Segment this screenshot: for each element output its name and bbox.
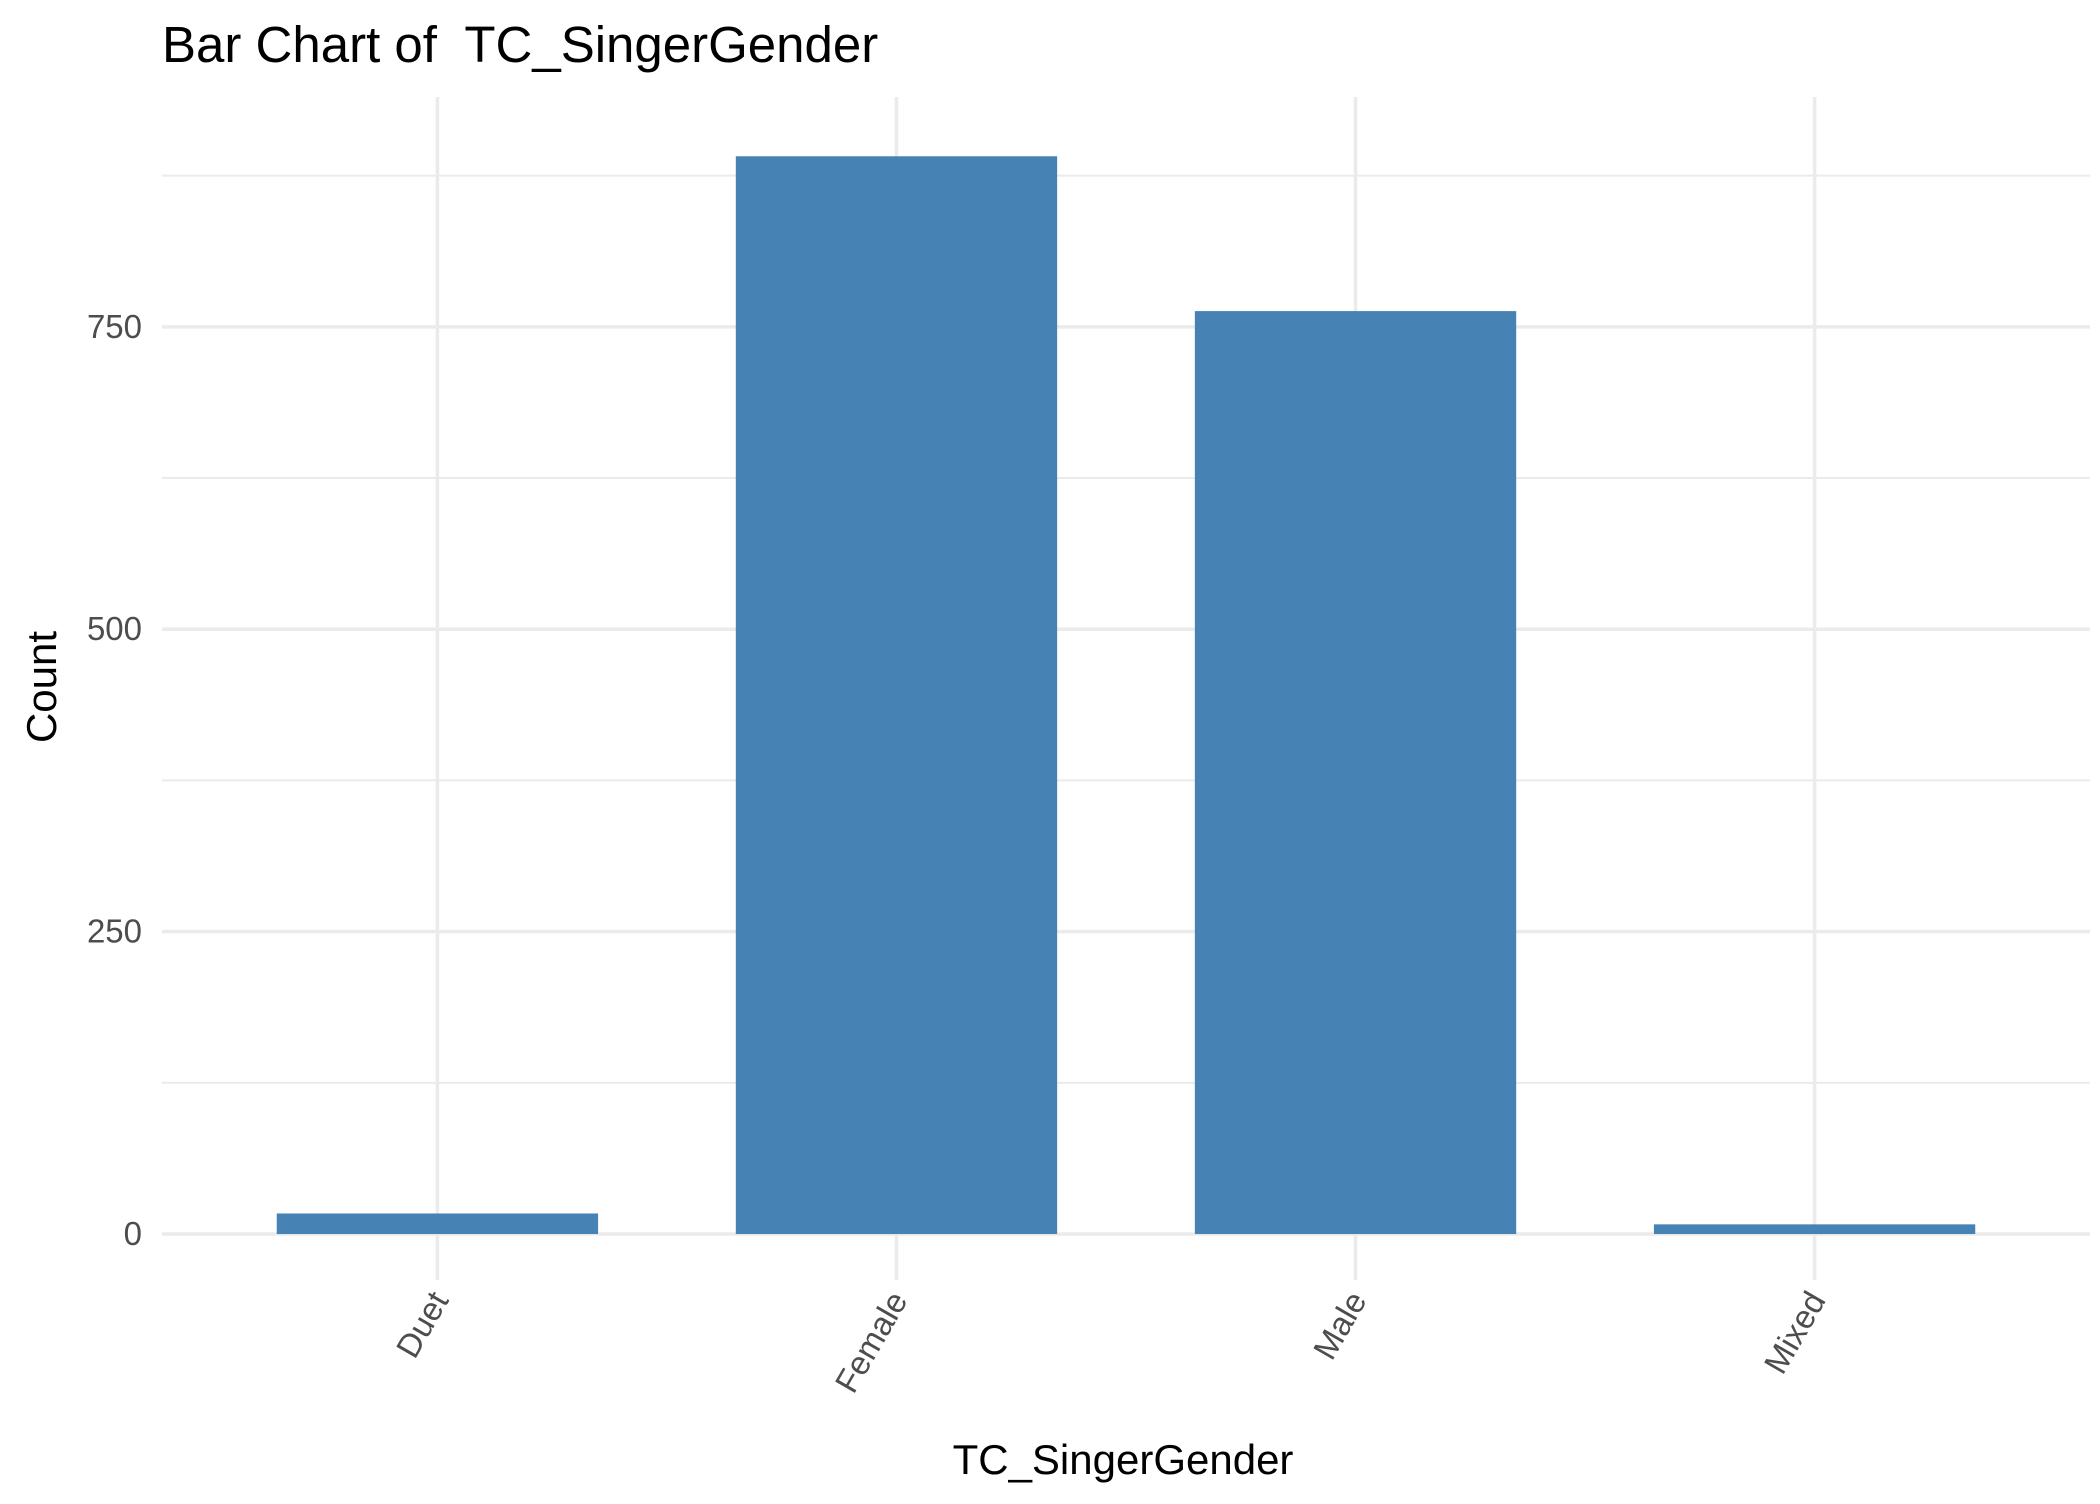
x-tick-label: Male [1306,1285,1374,1365]
y-axis-ticks: 0 250 500 750 [87,308,142,1252]
bar-female [735,156,1058,1235]
y-tick-label: 0 [124,1215,142,1252]
y-tick-label: 750 [87,308,142,345]
chart-title: Bar Chart of TC_SingerGender [162,16,878,73]
x-tick-label: Duet [389,1285,456,1364]
x-tick-label: Mixed [1757,1285,1833,1380]
y-tick-label: 250 [87,913,142,950]
x-axis-ticks: Duet Female Male Mixed [389,1285,1833,1399]
grid-layer [162,97,2090,1280]
bar-mixed [1653,1224,1976,1235]
y-axis-title: Count [18,631,65,743]
bar-male [1194,311,1517,1235]
y-tick-label: 500 [87,610,142,647]
x-axis-title: TC_SingerGender [953,1436,1294,1483]
bars-layer [276,156,1976,1235]
x-tick-label: Female [827,1285,914,1399]
bar-duet [276,1213,599,1235]
